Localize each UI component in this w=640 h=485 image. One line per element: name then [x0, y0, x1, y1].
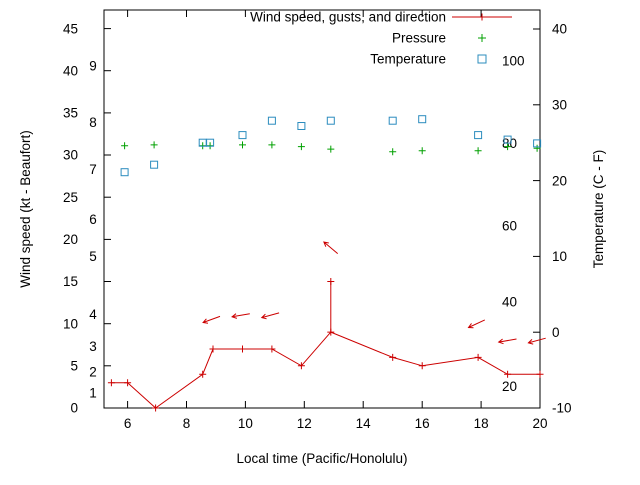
svg-text:30: 30: [63, 148, 78, 163]
svg-text:25: 25: [63, 190, 78, 205]
wind-direction-arrows: [202, 241, 546, 345]
svg-text:35: 35: [63, 106, 78, 121]
svg-text:40: 40: [502, 295, 517, 310]
temperature-series: [120, 115, 542, 177]
gust-bars: [327, 278, 335, 333]
svg-text:30: 30: [552, 98, 567, 113]
svg-text:10: 10: [238, 416, 253, 431]
svg-text:20: 20: [502, 379, 517, 394]
svg-text:Pressure: Pressure: [392, 31, 446, 46]
svg-text:5: 5: [70, 359, 78, 374]
svg-text:1: 1: [89, 386, 97, 401]
svg-text:20: 20: [552, 173, 567, 188]
y-right-tick-labels: -10 0 10 20 30 40: [552, 22, 572, 416]
svg-text:0: 0: [70, 401, 78, 416]
svg-text:18: 18: [474, 416, 489, 431]
svg-text:8: 8: [183, 416, 191, 431]
svg-text:15: 15: [63, 274, 78, 289]
svg-text:10: 10: [63, 316, 78, 331]
svg-text:-10: -10: [552, 401, 572, 416]
beaufort-scale-labels: 1 2 3 4 5 6 7 8 9: [89, 58, 97, 400]
y-right-axis-title: Temperature (C - F): [591, 150, 606, 269]
svg-text:6: 6: [124, 416, 132, 431]
svg-text:20: 20: [63, 232, 78, 247]
svg-text:7: 7: [89, 162, 97, 177]
svg-text:10: 10: [552, 249, 567, 264]
x-tick-labels: 6 8 10 12 14 16 18 20: [124, 416, 548, 431]
svg-text:40: 40: [552, 22, 567, 37]
x-axis-title: Local time (Pacific/Honolulu): [236, 451, 407, 466]
y-left-axis-title: Wind speed (kt - Beaufort): [18, 130, 33, 288]
svg-text:9: 9: [89, 58, 97, 73]
svg-text:0: 0: [552, 325, 560, 340]
axis-titles: Local time (Pacific/Honolulu) Wind speed …: [18, 130, 606, 466]
svg-text:Temperature: Temperature: [370, 52, 446, 67]
svg-text:100: 100: [502, 53, 525, 68]
svg-text:2: 2: [89, 364, 97, 379]
svg-text:45: 45: [63, 21, 78, 36]
svg-text:60: 60: [502, 219, 517, 234]
svg-text:12: 12: [297, 416, 312, 431]
svg-text:20: 20: [532, 416, 547, 431]
svg-text:6: 6: [89, 212, 97, 227]
svg-text:4: 4: [89, 307, 97, 322]
svg-text:40: 40: [63, 63, 78, 78]
axis-ticks: [104, 10, 541, 409]
plot-area: [103, 9, 541, 409]
legend: Wind speed, gusts, and direction Pressure…: [250, 10, 512, 67]
svg-text:14: 14: [356, 416, 372, 431]
svg-text:5: 5: [89, 249, 97, 264]
svg-text:16: 16: [415, 416, 430, 431]
y-left-tick-labels: 0 5 10 15 20 25 30 35 40 45: [63, 21, 78, 415]
wind-speed-series: [107, 328, 544, 412]
svg-text:3: 3: [89, 339, 97, 354]
svg-text:8: 8: [89, 115, 97, 130]
svg-text:Wind speed, gusts, and directi: Wind speed, gusts, and direction: [250, 10, 446, 25]
